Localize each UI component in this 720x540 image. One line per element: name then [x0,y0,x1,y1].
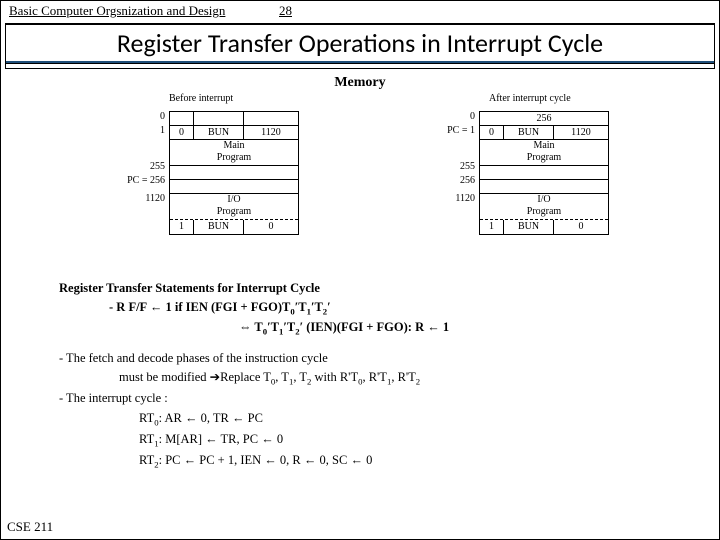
cell [194,112,244,125]
title-box: Register Transfer Operations in Interrup… [5,23,715,69]
addr: 256 [409,175,475,186]
rts-line2: - R F/F ← 1 if IEN (FGI + FGO)T0′T1′T2′ [109,298,701,319]
memory-before: Before interrupt 0 1 255 PC = 256 1120 0… [99,93,359,108]
body-rt1: RT1: M[AR] ← TR, PC ← 0 [139,430,701,451]
addr: 255 [409,161,475,172]
cell: 1120 [244,126,298,139]
body-l1: - The fetch and decode phases of the ins… [59,349,701,368]
memory-table-before: 0 BUN 1120 Main Program I/O Program 1 BU… [169,111,299,235]
page-title: Register Transfer Operations in Interrup… [6,27,714,59]
cell: BUN [194,220,244,234]
addr: 1120 [99,193,165,204]
addr: PC = 256 [99,175,165,186]
memory-heading: Memory [19,75,701,91]
cell: 0 [554,220,608,234]
header-page: 28 [279,3,319,19]
cell [170,112,194,125]
rts-line3: ⇔ T0′T1′T2′ (IEN)(FGI + FGO): R ← 1 [239,318,701,339]
addr: 0 [409,111,475,122]
rts-heading: Register Transfer Statements for Interru… [59,279,701,298]
cell: 0 [170,126,194,139]
body-rt2: RT2: PC ← PC + 1, IEN ← 0, R ← 0, SC ← 0 [139,451,701,472]
rts-block: Register Transfer Statements for Interru… [19,279,701,339]
cell [244,112,298,125]
addr: 255 [99,161,165,172]
body-block: - The fetch and decode phases of the ins… [19,349,701,472]
footer-course: CSE 211 [7,519,53,535]
memory-table-after: 256 0 BUN 1120 Main Program I/O Program … [479,111,609,235]
label-io: I/O Program [480,194,608,218]
cell: 0 [244,220,298,234]
cell: 0 [480,126,504,139]
header-subject: Basic Computer Orgsnization and Design [9,3,279,19]
addr: PC = 1 [409,125,475,136]
cell: 1 [480,220,504,234]
memory-diagrams: Before interrupt 0 1 255 PC = 256 1120 0… [19,93,701,273]
label-io: I/O Program [170,194,298,218]
cell: 256 [480,112,608,125]
body-rt0: RT0: AR ← 0, TR ← PC [139,409,701,430]
caption-before: Before interrupt [169,93,359,104]
title-rule [6,61,714,64]
body-l3: - The interrupt cycle : [59,389,701,408]
caption-after: After interrupt cycle [489,93,669,104]
label-main: Main Program [480,140,608,164]
cell: 1 [170,220,194,234]
addr: 1120 [409,193,475,204]
cell: 1120 [554,126,608,139]
addr: 1 [99,125,165,136]
label-main: Main Program [170,140,298,164]
cell: BUN [504,126,554,139]
cell: BUN [194,126,244,139]
body-l2: must be modified ➔Replace T0, T1, T2 wit… [119,368,701,389]
cell: BUN [504,220,554,234]
addr: 0 [99,111,165,122]
memory-after: After interrupt cycle 0 PC = 1 255 256 1… [409,93,669,108]
